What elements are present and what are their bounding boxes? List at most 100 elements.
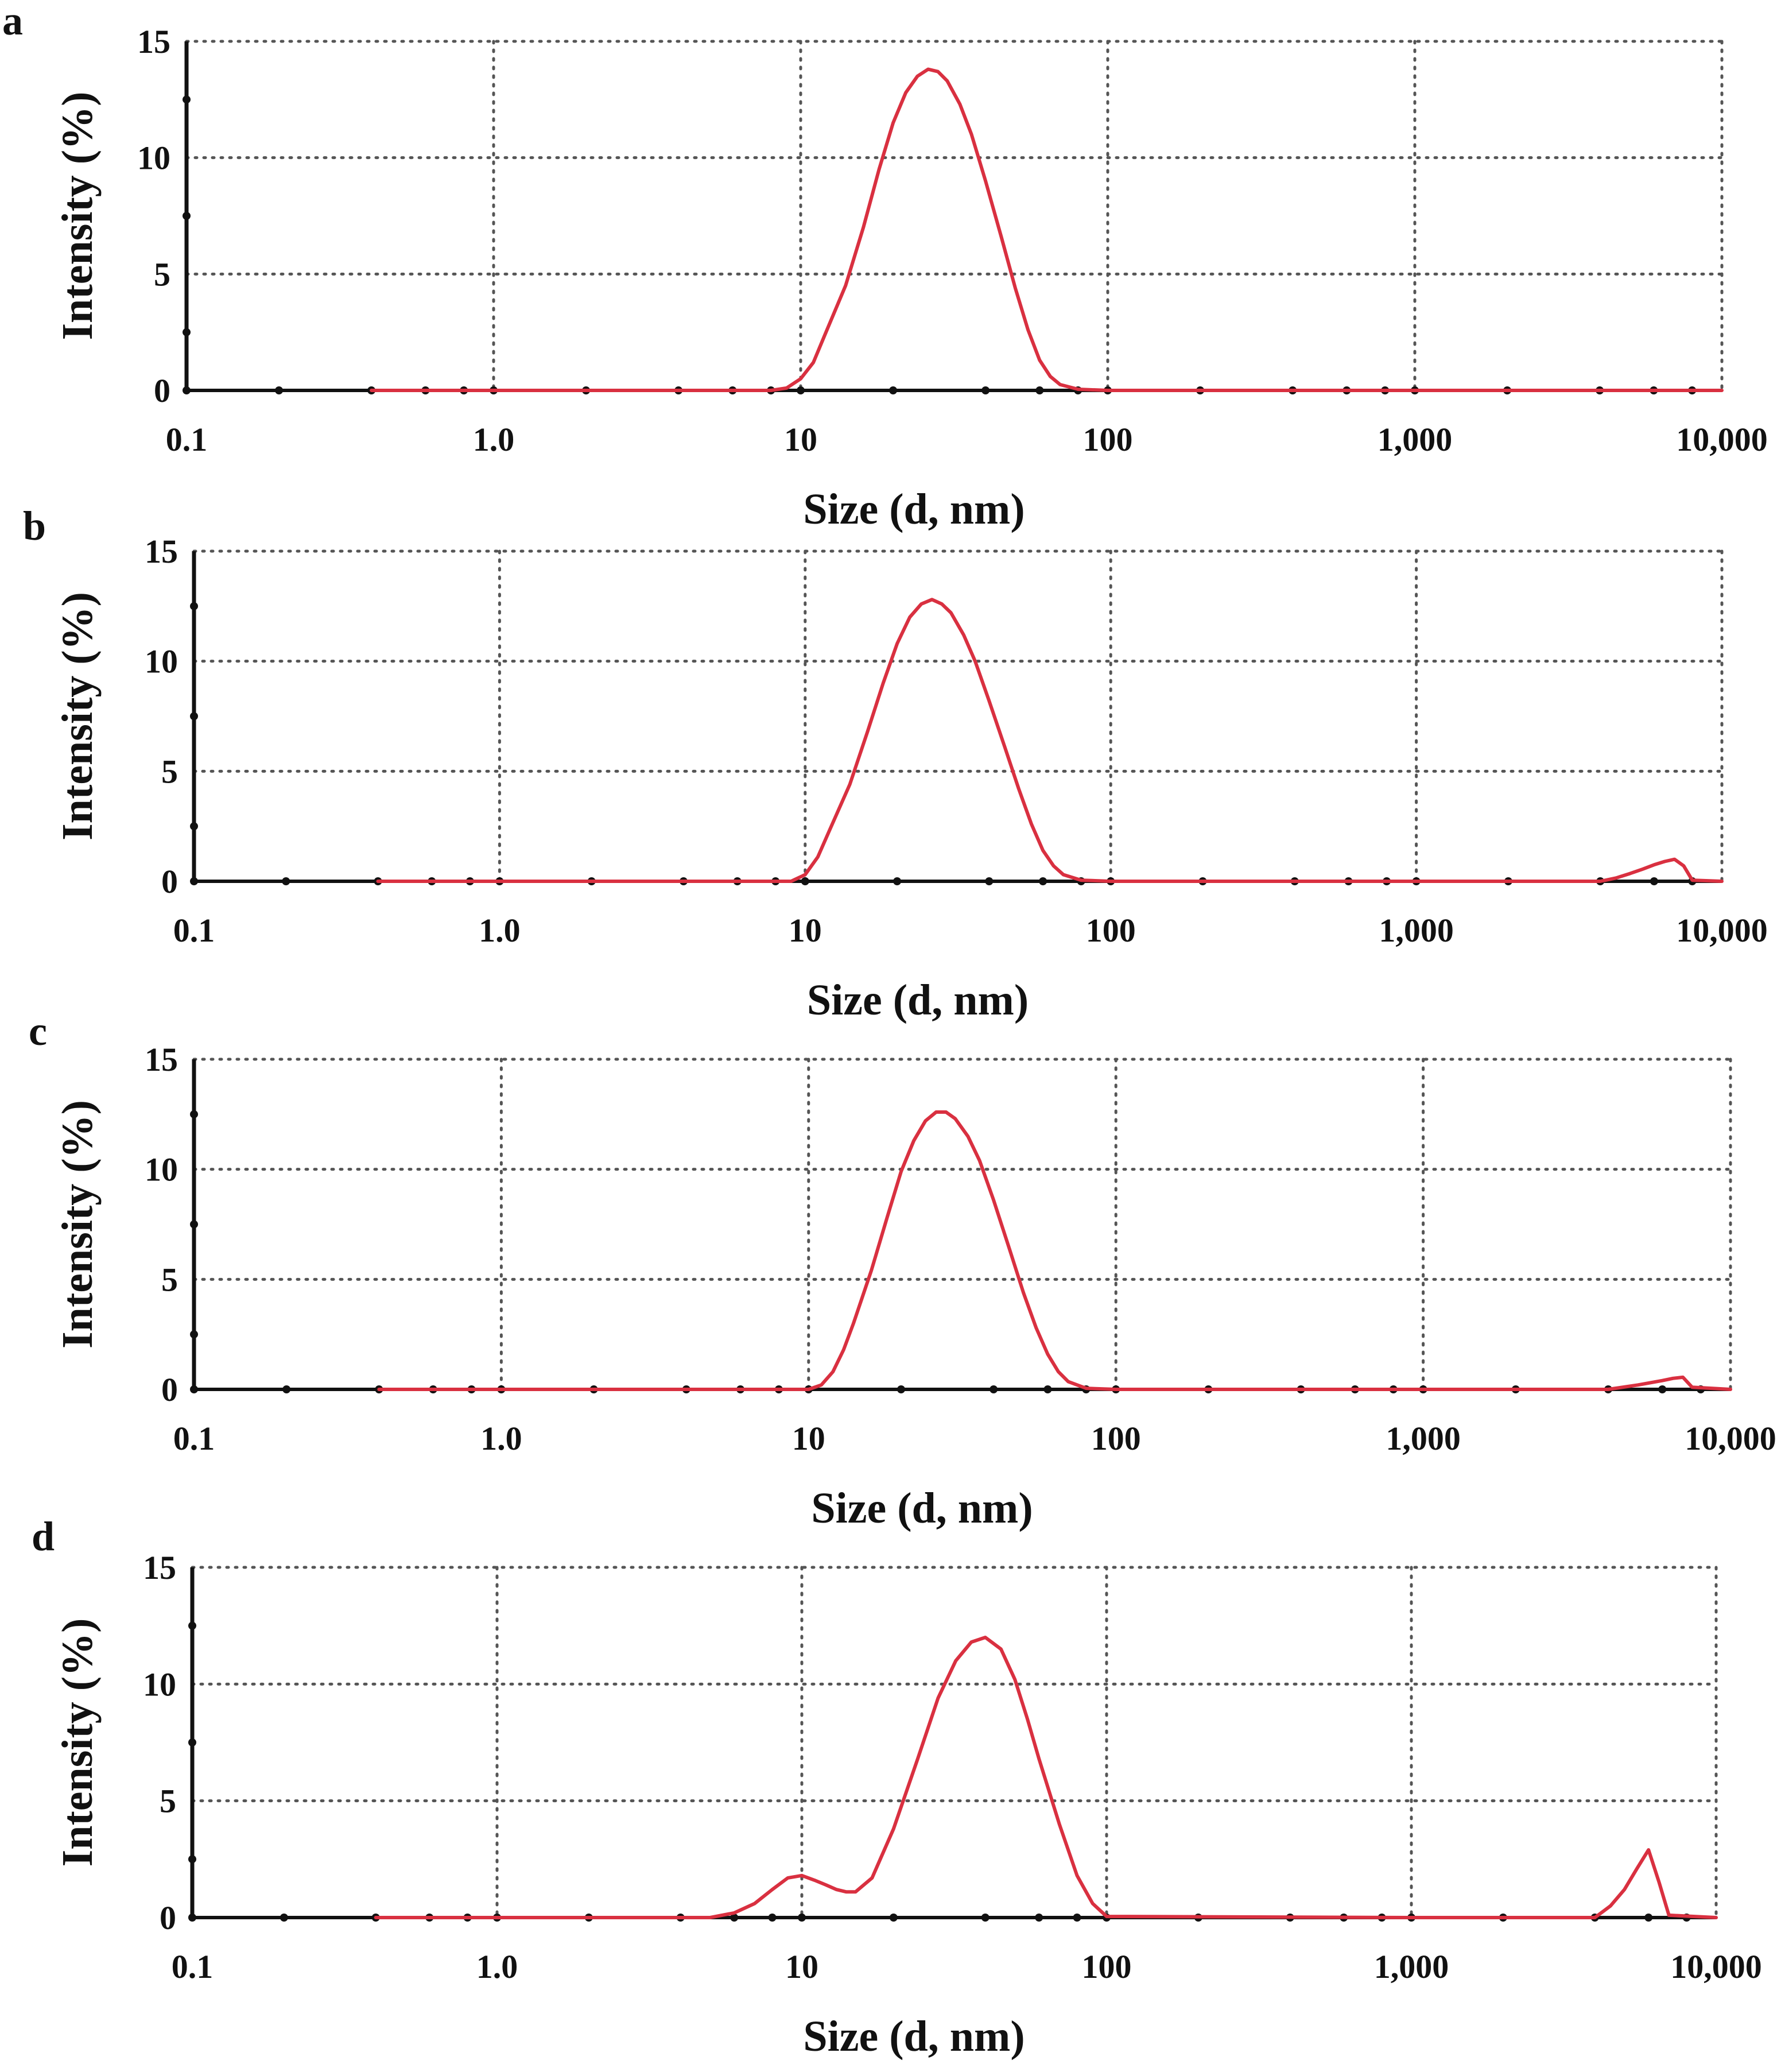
y-tick-label-2-a: 10 [137, 140, 170, 177]
x-tick-label-2-d: 10 [785, 1948, 818, 1985]
x-axis-label-d: Size (d, nm) [803, 2012, 1025, 2061]
x-tick-label-3-c: 100 [1091, 1420, 1141, 1457]
y-tick-label-2-c: 10 [145, 1151, 178, 1188]
y-tick-label-3-b: 15 [145, 533, 178, 570]
y-tick-label-3-d: 15 [143, 1549, 176, 1586]
x-tick-label-4-b: 1,000 [1379, 912, 1454, 949]
y-axis-dot-2-b [190, 602, 198, 610]
y-tick-label-0-a: 0 [154, 372, 170, 409]
y-axis-label-a: Intensity (%) [53, 92, 102, 340]
panel-letter-b: b [23, 503, 46, 549]
baseline-dot-13-b [1039, 877, 1047, 885]
x-tick-label-2-a: 10 [784, 421, 817, 458]
x-tick-label-2-b: 10 [789, 912, 822, 949]
baseline-dot-1-c [282, 1385, 291, 1393]
baseline-dot-8-d [730, 1914, 739, 1922]
x-tick-label-3-d: 100 [1082, 1948, 1132, 1985]
baseline-dot-13-d [1035, 1914, 1043, 1922]
panel-a: a 0 5 10 15 0.1 1.0 10 100 1,000 10,000 Size (d, n… [0, 0, 1781, 533]
chart-b: 0 5 10 15 0.1 1.0 10 100 1,000 10,000 Size (d, nm)… [53, 533, 1768, 1024]
y-axis-dot-2-d [188, 1621, 196, 1630]
baseline-dot-23-c [1658, 1385, 1667, 1393]
y-tick-label-1-a: 5 [154, 255, 170, 293]
panel-letter-c: c [29, 1008, 47, 1054]
y-axis-dot-0-b [190, 822, 198, 831]
baseline-dot-12-d [981, 1914, 990, 1922]
baseline-dot-0-a [183, 386, 191, 394]
y-tick-label-0-d: 0 [160, 1899, 176, 1937]
baseline-dot-11-a [889, 386, 898, 394]
x-axis-label-a: Size (d, nm) [803, 485, 1025, 533]
y-tick-label-0-c: 0 [161, 1371, 178, 1408]
x-tick-label-3-b: 100 [1086, 912, 1136, 949]
y-tick-label-3-c: 15 [145, 1041, 178, 1078]
y-tick-label-2-d: 10 [143, 1666, 176, 1703]
y-axis-dot-1-a [183, 212, 191, 220]
baseline-dot-13-a [1035, 386, 1044, 394]
baseline-dot-23-b [1650, 877, 1658, 885]
baseline-dot-11-c [897, 1385, 905, 1393]
baseline-dot-0-c [190, 1385, 198, 1393]
x-tick-label-1-d: 1.0 [476, 1948, 518, 1985]
series-line-a [370, 67, 1724, 392]
x-tick-label-5-d: 10,000 [1670, 1948, 1762, 1985]
x-tick-label-4-d: 1,000 [1374, 1948, 1449, 1985]
baseline-dot-23-d [1644, 1914, 1653, 1922]
baseline-dot-1-a [275, 386, 284, 394]
baseline-dot-10-b [801, 877, 809, 885]
baseline-dot-13-c [1043, 1385, 1052, 1393]
y-axis-dot-0-d [188, 1855, 196, 1864]
panel-c: c 0 5 10 15 0.1 1.0 10 100 1,000 10,000 Size (d, n… [0, 1008, 1781, 1532]
x-tick-label-2-c: 10 [792, 1420, 825, 1457]
x-tick-label-1-b: 1.0 [479, 912, 521, 949]
x-tick-label-0-b: 0.1 [173, 912, 215, 949]
x-tick-label-5-c: 10,000 [1685, 1420, 1776, 1457]
chart-a: 0 5 10 15 0.1 1.0 10 100 1,000 10,000 Size (d, nm)… [53, 23, 1768, 533]
y-tick-label-0-b: 0 [161, 863, 178, 900]
y-tick-label-1-d: 5 [160, 1783, 176, 1820]
y-axis-dot-1-b [190, 712, 198, 721]
y-axis-dot-1-d [188, 1738, 196, 1746]
chart-d: 0 5 10 15 0.1 1.0 10 100 1,000 10,000 Size (d, nm)… [53, 1549, 1762, 2061]
panel-letter-d: d [32, 1513, 55, 1559]
y-axis-dot-2-a [183, 95, 191, 104]
x-tick-label-0-c: 0.1 [173, 1420, 215, 1457]
y-axis-dot-0-c [190, 1330, 198, 1339]
panel-d: d 0 5 10 15 0.1 1.0 10 100 1,000 10,000 Size (d, n… [0, 1513, 1781, 2061]
y-axis-dot-1-c [190, 1220, 198, 1229]
baseline-dot-9-d [768, 1914, 777, 1922]
baseline-dot-12-c [990, 1385, 998, 1393]
series-line-d [374, 1636, 1718, 1919]
y-tick-label-1-b: 5 [161, 753, 178, 790]
baseline-dot-10-d [798, 1914, 806, 1922]
x-tick-label-0-a: 0.1 [166, 421, 208, 458]
x-tick-label-1-c: 1.0 [480, 1420, 522, 1457]
x-tick-label-5-a: 10,000 [1676, 421, 1768, 458]
x-tick-label-4-a: 1,000 [1378, 421, 1453, 458]
baseline-dot-11-b [893, 877, 902, 885]
panel-b: b 0 5 10 15 0.1 1.0 10 100 1,000 10,000 Size (d, n… [0, 503, 1781, 1024]
baseline-dot-1-d [280, 1914, 288, 1922]
y-axis-dot-2-c [190, 1110, 198, 1118]
x-axis-label-b: Size (d, nm) [807, 976, 1029, 1024]
baseline-dot-11-d [889, 1914, 898, 1922]
baseline-dot-1-b [282, 877, 290, 885]
y-tick-label-2-b: 10 [145, 643, 178, 680]
baseline-dot-12-a [981, 386, 990, 394]
baseline-dot-0-b [190, 877, 198, 885]
x-tick-label-0-d: 0.1 [172, 1948, 214, 1985]
y-tick-label-1-c: 5 [161, 1261, 178, 1298]
y-axis-label-b: Intensity (%) [53, 592, 102, 841]
y-axis-label-c: Intensity (%) [53, 1100, 102, 1349]
x-tick-label-1-a: 1.0 [473, 421, 515, 458]
chart-c: 0 5 10 15 0.1 1.0 10 100 1,000 10,000 Size (d, nm)… [53, 1041, 1776, 1532]
baseline-dot-0-d [188, 1914, 196, 1922]
baseline-dot-12-b [985, 877, 994, 885]
series-line-c [377, 1110, 1732, 1391]
x-tick-label-4-c: 1,000 [1386, 1420, 1461, 1457]
y-axis-dot-0-a [183, 328, 191, 336]
series-line-b [376, 598, 1724, 883]
x-tick-label-5-b: 10,000 [1676, 912, 1768, 949]
y-axis-label-d: Intensity (%) [53, 1618, 102, 1867]
baseline-dot-10-a [797, 386, 805, 394]
